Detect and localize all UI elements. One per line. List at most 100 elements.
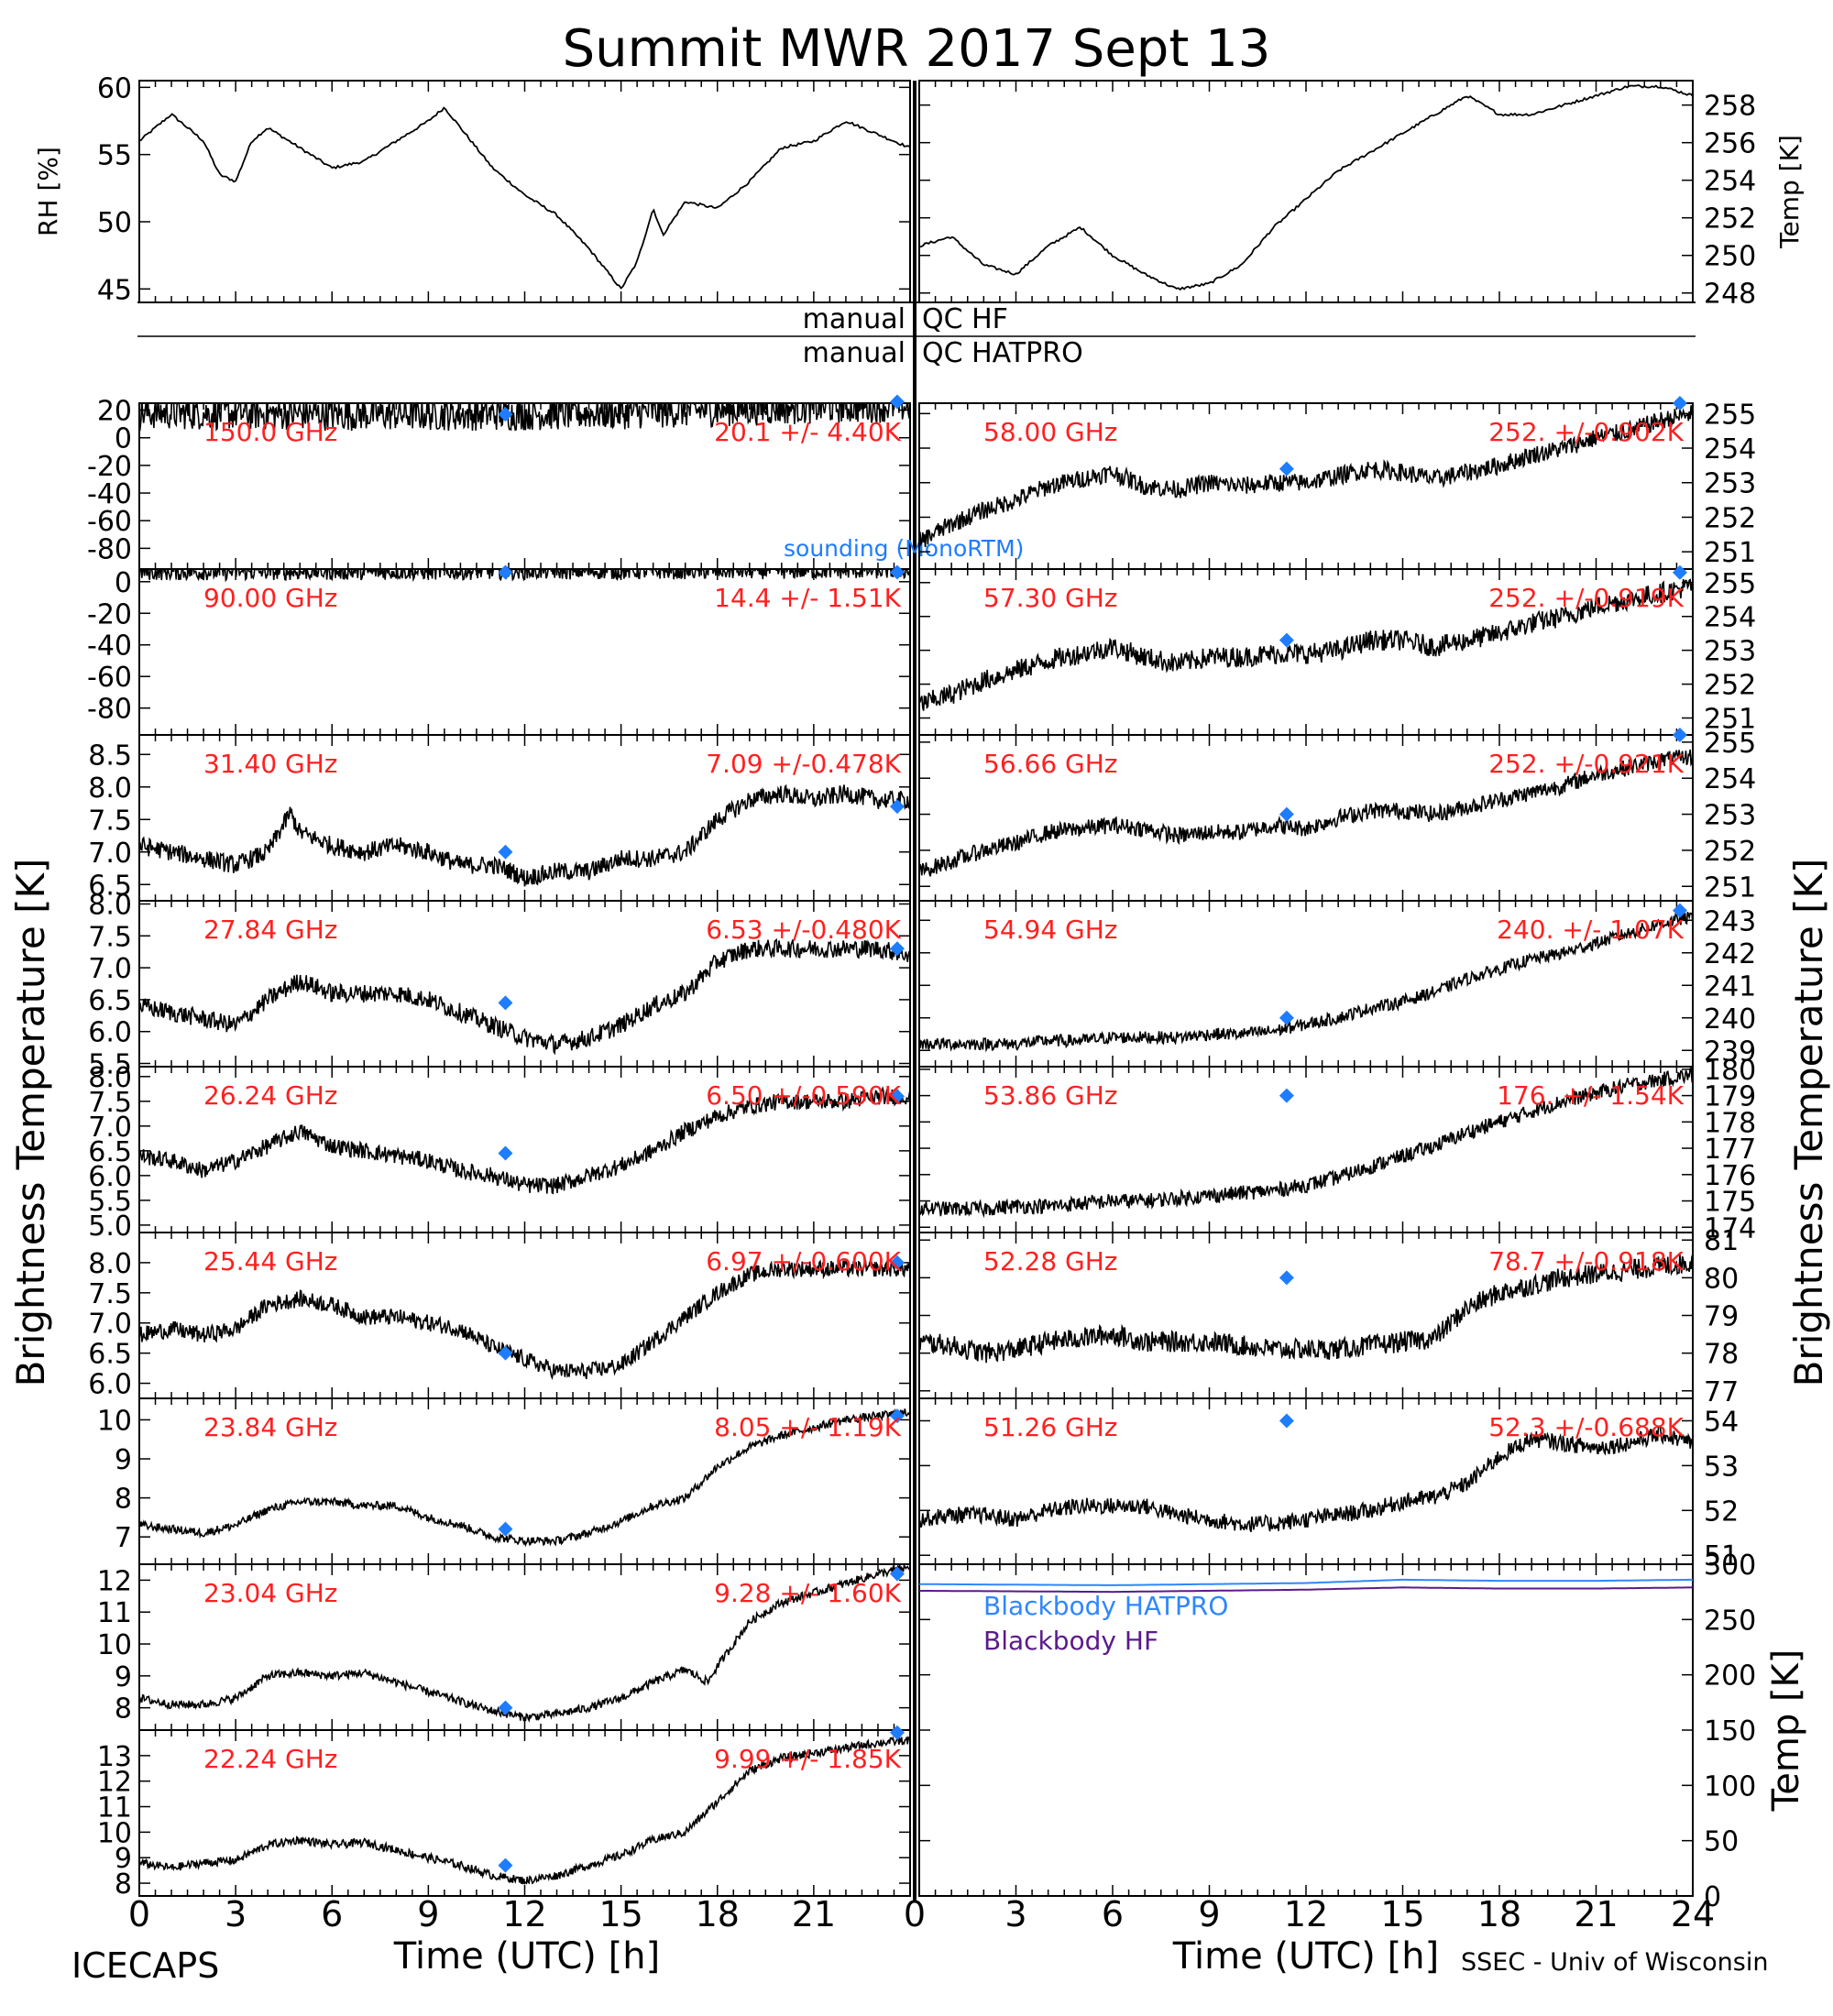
sounding-marker	[498, 1700, 513, 1715]
stat-label: 78.7 +/-0.918K	[1488, 1246, 1684, 1276]
plot-area	[919, 1254, 1693, 1364]
sounding-marker	[889, 1725, 905, 1740]
y-tick-label: 8.0	[88, 772, 132, 805]
y-tick-label: 6.5	[88, 1136, 132, 1168]
sounding-marker	[1279, 1088, 1294, 1103]
series-line	[919, 405, 1693, 548]
sounding-marker	[889, 1255, 905, 1270]
sounding-legend: sounding (MonoRTM)	[784, 535, 1024, 562]
series-line	[139, 403, 910, 432]
plot-area	[919, 749, 1693, 877]
legend-entry-0: Blackbody HATPRO	[983, 1591, 1228, 1621]
y-tick-label: 11	[97, 1597, 132, 1629]
y-tick-label: 255	[1704, 728, 1756, 760]
y-tick-label: 55	[97, 140, 132, 172]
y-tick-label: -80	[87, 694, 132, 726]
x-tick-label: 21	[792, 1894, 836, 1934]
y-tick-label: -40	[87, 630, 132, 663]
y-tick-label: -40	[87, 478, 132, 510]
x-tick-label: 6	[321, 1894, 343, 1934]
y-tick-label: 50	[1704, 1826, 1739, 1858]
y-tick-label: 79	[1704, 1301, 1739, 1333]
y-tick-label: -60	[87, 662, 132, 694]
y-tick-label: 300	[1704, 1550, 1756, 1582]
stat-label: 9.99 +/- 1.85K	[714, 1744, 901, 1774]
series-line	[139, 569, 910, 583]
qc-label-left-2: manual	[803, 337, 906, 369]
y-tick-label: -80	[87, 533, 132, 565]
y-tick-label: 251	[1704, 704, 1756, 736]
series-line-0	[919, 1578, 1693, 1586]
sounding-marker	[1279, 1413, 1294, 1429]
sounding-marker	[1279, 806, 1294, 822]
stat-label: 52.3 +/-0.688K	[1488, 1412, 1684, 1442]
y-tick-label: 177	[1704, 1134, 1756, 1166]
series-line	[139, 1408, 910, 1548]
y-tick-label: 252	[1704, 836, 1756, 868]
y-tick-label: 7.5	[88, 921, 132, 953]
sounding-marker	[498, 1145, 513, 1161]
x-tick-label: 0	[904, 1894, 926, 1934]
y-tick-label: 54	[1704, 1406, 1739, 1438]
plot-area	[919, 405, 1693, 548]
qc-label-right-1: QC HF	[922, 303, 1008, 335]
y-tick-label: 255	[1704, 568, 1756, 600]
stat-label: 14.4 +/- 1.51K	[714, 583, 901, 613]
plot-frame	[138, 80, 911, 303]
x-tick-label: 3	[225, 1894, 247, 1934]
stat-label: 176. +/- 1.54K	[1497, 1080, 1684, 1111]
y-tick-label: 60	[97, 72, 132, 104]
plot-area	[139, 1408, 910, 1548]
y-tick-label: 6.0	[88, 1161, 132, 1193]
sounding-marker	[1672, 728, 1687, 742]
series-line	[139, 937, 910, 1056]
sounding-marker	[1279, 461, 1294, 477]
y-tick-label: 255	[1704, 399, 1756, 431]
y-tick-label: 6.0	[88, 1017, 132, 1049]
series-line	[139, 106, 910, 290]
series-line	[139, 1564, 910, 1723]
y-tick-label: 8.5	[88, 740, 132, 772]
sounding-marker	[498, 995, 513, 1011]
sounding-marker	[498, 1857, 513, 1873]
y-tick-label: 5.5	[88, 1186, 132, 1218]
y-tick-label: 7.0	[88, 838, 132, 870]
sounding-marker	[1672, 396, 1687, 411]
plot-area	[139, 106, 910, 290]
series-line	[919, 578, 1693, 711]
x-tick-label: 9	[1198, 1894, 1220, 1934]
frequency-label: 22.24 GHz	[203, 1744, 338, 1774]
sounding-marker	[889, 799, 905, 815]
series-line	[139, 783, 910, 887]
panel-c2384: 10 9 8 7 23.84 GHz 8.05 +/- 1.19K	[97, 1397, 911, 1565]
stat-label: 240. +/- 1.07K	[1497, 915, 1684, 945]
y-tick-label: 253	[1704, 636, 1756, 668]
y-tick-label: 45	[97, 274, 132, 306]
y-tick-label: 11	[97, 1792, 132, 1824]
sounding-marker	[1279, 1010, 1294, 1025]
plot-area	[139, 783, 910, 887]
series-line	[919, 749, 1693, 877]
y-tick-label: 8	[115, 1693, 132, 1726]
panel-c2544: 8.07.57.06.56.0 25.44 GHz 6.97 +/-0.600K	[88, 1232, 911, 1401]
stat-label: 252. +/-0.919K	[1488, 583, 1684, 613]
panel-c150: 200-20-40-60-80 150.0 GHz 20.1 +/- 4.40K so…	[87, 394, 1024, 570]
y-tick-label: 254	[1704, 602, 1756, 634]
y-tick-label: 252	[1704, 502, 1756, 534]
y-tick-label: 12	[97, 1565, 132, 1597]
y-tick-label: 9	[115, 1843, 132, 1875]
x-tick-label: 0	[128, 1894, 150, 1934]
y-tick-label: 254	[1704, 763, 1756, 795]
plot-area	[139, 569, 910, 583]
y-tick-label: 150	[1704, 1715, 1756, 1748]
plot-area	[139, 1085, 910, 1195]
panel-c3140: 8.58.07.57.06.5 31.40 GHz 7.09 +/-0.478K	[88, 734, 911, 902]
y-tick-label: 77	[1704, 1376, 1739, 1408]
y-tick-label: 81	[1704, 1225, 1739, 1257]
plot-area	[919, 912, 1693, 1053]
y-tick-label: 12	[97, 1767, 132, 1799]
y-tick-label: 243	[1704, 905, 1756, 937]
y-tick-label: 175	[1704, 1187, 1756, 1219]
